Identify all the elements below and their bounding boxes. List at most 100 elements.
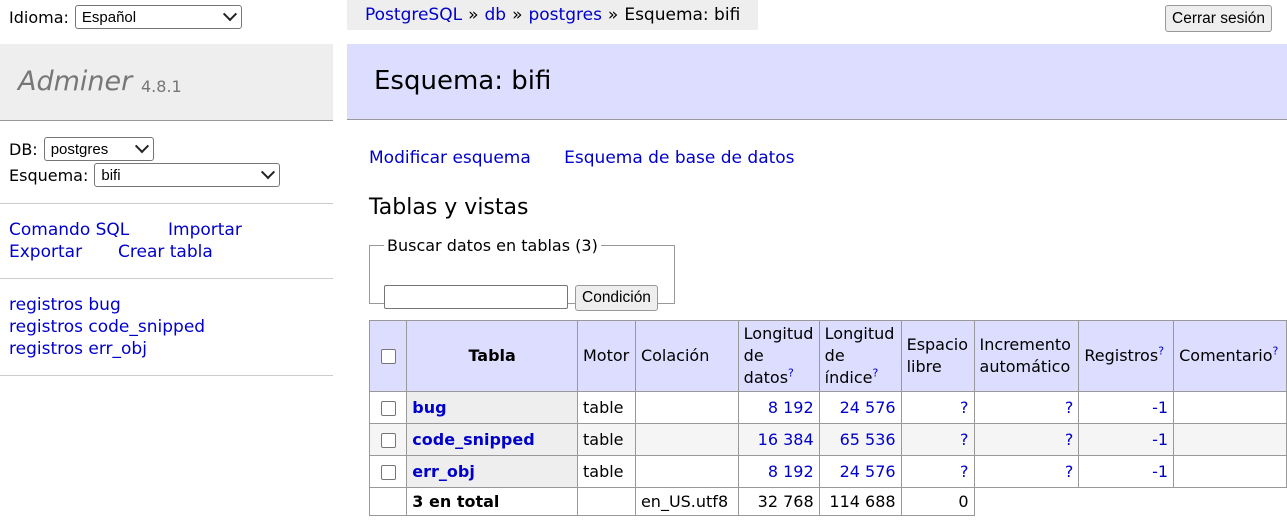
page-title: Esquema: bifi — [374, 66, 552, 96]
header-index-length: Longitud de índice? — [818, 320, 902, 392]
version-label: 4.8.1 — [141, 77, 182, 96]
chevron-down-icon — [261, 165, 276, 180]
header-rows-label: Registros — [1084, 346, 1159, 365]
auto-increment-link[interactable]: ? — [1064, 430, 1074, 449]
help-link[interactable]: ? — [1158, 344, 1165, 358]
total-collation: en_US.utf8 — [634, 487, 739, 516]
header-data-length-line3: datos — [743, 368, 789, 387]
breadcrumb-separator: » — [468, 5, 479, 25]
data-length-link[interactable]: 8 192 — [767, 398, 814, 417]
total-data-length: 32 768 — [737, 487, 820, 516]
select-all-checkbox[interactable] — [380, 349, 396, 364]
language-select[interactable]: Español — [74, 5, 242, 29]
free-space-link[interactable]: ? — [960, 430, 969, 449]
search-input[interactable] — [384, 285, 568, 309]
breadcrumb-separator: » — [607, 5, 619, 25]
free-space-link[interactable]: ? — [960, 462, 969, 481]
table-name-link[interactable]: err_obj — [412, 462, 475, 481]
table-name-link[interactable]: code_snipped — [412, 430, 535, 449]
help-link[interactable]: ? — [1272, 344, 1279, 358]
total-row: 3 en total en_US.utf8 32 768 114 688 0 — [368, 487, 1287, 516]
row-collation — [634, 455, 739, 488]
row-index-length-cell: 65 536 — [818, 423, 902, 456]
breadcrumb-current: Esquema: bifi — [624, 5, 741, 25]
export-link[interactable]: Exportar — [9, 242, 83, 262]
header-index-length-line1: Longitud — [824, 324, 895, 343]
data-length-link[interactable]: 16 384 — [757, 430, 814, 449]
row-checkbox[interactable] — [380, 401, 396, 416]
rows-link[interactable]: -1 — [1152, 398, 1169, 417]
header-table[interactable]: Tabla — [406, 320, 578, 392]
language-value: Español — [81, 8, 137, 26]
header-comment: Comentario? — [1173, 320, 1287, 392]
auto-increment-link[interactable]: ? — [1064, 462, 1074, 481]
help-link[interactable]: ? — [788, 366, 794, 380]
select-all-cell — [368, 320, 408, 392]
rows-link[interactable]: -1 — [1152, 430, 1169, 449]
table-link-bug[interactable]: registros bug — [9, 295, 121, 315]
row-name-cell: err_obj — [406, 455, 578, 488]
row-check-cell — [368, 423, 408, 456]
row-collation — [634, 391, 739, 424]
header-free-space: Espacio libre — [900, 320, 975, 392]
row-check-cell — [368, 455, 408, 488]
data-length-link[interactable]: 8 192 — [767, 462, 814, 481]
modify-schema-link[interactable]: Modificar esquema — [369, 148, 531, 168]
db-schema-link[interactable]: Esquema de base de datos — [564, 148, 795, 168]
index-length-link[interactable]: 65 536 — [839, 430, 896, 449]
create-table-link[interactable]: Crear tabla — [118, 242, 213, 262]
breadcrumb-separator: » — [512, 5, 523, 25]
header-collation-label: Colación — [640, 346, 710, 365]
schema-row: Esquema: bifi — [9, 163, 281, 187]
breadcrumb-db[interactable]: db — [484, 5, 507, 25]
sql-command-link[interactable]: Comando SQL — [9, 220, 130, 240]
index-length-link[interactable]: 24 576 — [839, 398, 896, 417]
total-empty-cell — [368, 487, 408, 516]
header-data-length-line2: de — [743, 346, 764, 365]
total-engine — [577, 487, 636, 516]
row-free-cell: ? — [900, 455, 975, 488]
header-auto-line1: Incremento — [979, 335, 1071, 354]
db-row: DB: postgres — [9, 137, 154, 161]
db-select[interactable]: postgres — [43, 137, 154, 161]
header-auto-line2: automático — [979, 357, 1071, 376]
header-engine-label: Motor — [583, 346, 630, 365]
row-collation — [634, 423, 739, 456]
row-comment — [1173, 423, 1287, 456]
header-data-length-line1: Longitud — [743, 324, 814, 343]
header-comment-label: Comentario — [1179, 346, 1273, 365]
breadcrumb-database[interactable]: postgres — [528, 5, 602, 25]
auto-increment-link[interactable]: ? — [1064, 398, 1074, 417]
schema-select[interactable]: bifi — [94, 163, 281, 187]
logout-button[interactable]: Cerrar sesión — [1165, 5, 1273, 32]
adminer-logo-link[interactable]: Adminer — [18, 66, 133, 97]
condition-button[interactable]: Condición — [575, 285, 658, 311]
header-collation: Colación — [634, 320, 739, 392]
row-engine: table — [577, 423, 636, 456]
table-link-err-obj[interactable]: registros err_obj — [9, 339, 147, 359]
row-rows-cell: -1 — [1078, 423, 1175, 456]
table-name-link[interactable]: bug — [412, 398, 447, 417]
rows-link[interactable]: -1 — [1152, 462, 1169, 481]
row-rows-cell: -1 — [1078, 391, 1175, 424]
header-index-length-line3: índice — [824, 368, 873, 387]
row-data-length-cell: 8 192 — [737, 455, 820, 488]
help-link[interactable]: ? — [872, 366, 879, 380]
row-engine: table — [577, 391, 636, 424]
db-label: DB: — [9, 139, 38, 159]
row-data-length-cell: 16 384 — [737, 423, 820, 456]
row-checkbox[interactable] — [380, 433, 396, 448]
row-auto-cell: ? — [973, 423, 1080, 456]
row-checkbox[interactable] — [380, 465, 396, 480]
table-link-code-snipped[interactable]: registros code_snipped — [9, 317, 206, 337]
import-link[interactable]: Importar — [168, 220, 242, 240]
table-row: bug table 8 192 24 576 ? ? -1 — [368, 391, 1287, 424]
brand-header: Adminer 4.8.1 — [0, 44, 333, 121]
header-rows: Registros? — [1078, 320, 1175, 392]
header-free-line2: libre — [906, 357, 942, 376]
free-space-link[interactable]: ? — [960, 398, 969, 417]
row-auto-cell: ? — [973, 455, 1080, 488]
index-length-link[interactable]: 24 576 — [839, 462, 896, 481]
breadcrumb-driver[interactable]: PostgreSQL — [365, 5, 463, 25]
breadcrumb: PostgreSQL » db » postgres » Esquema: bi… — [347, 0, 759, 30]
